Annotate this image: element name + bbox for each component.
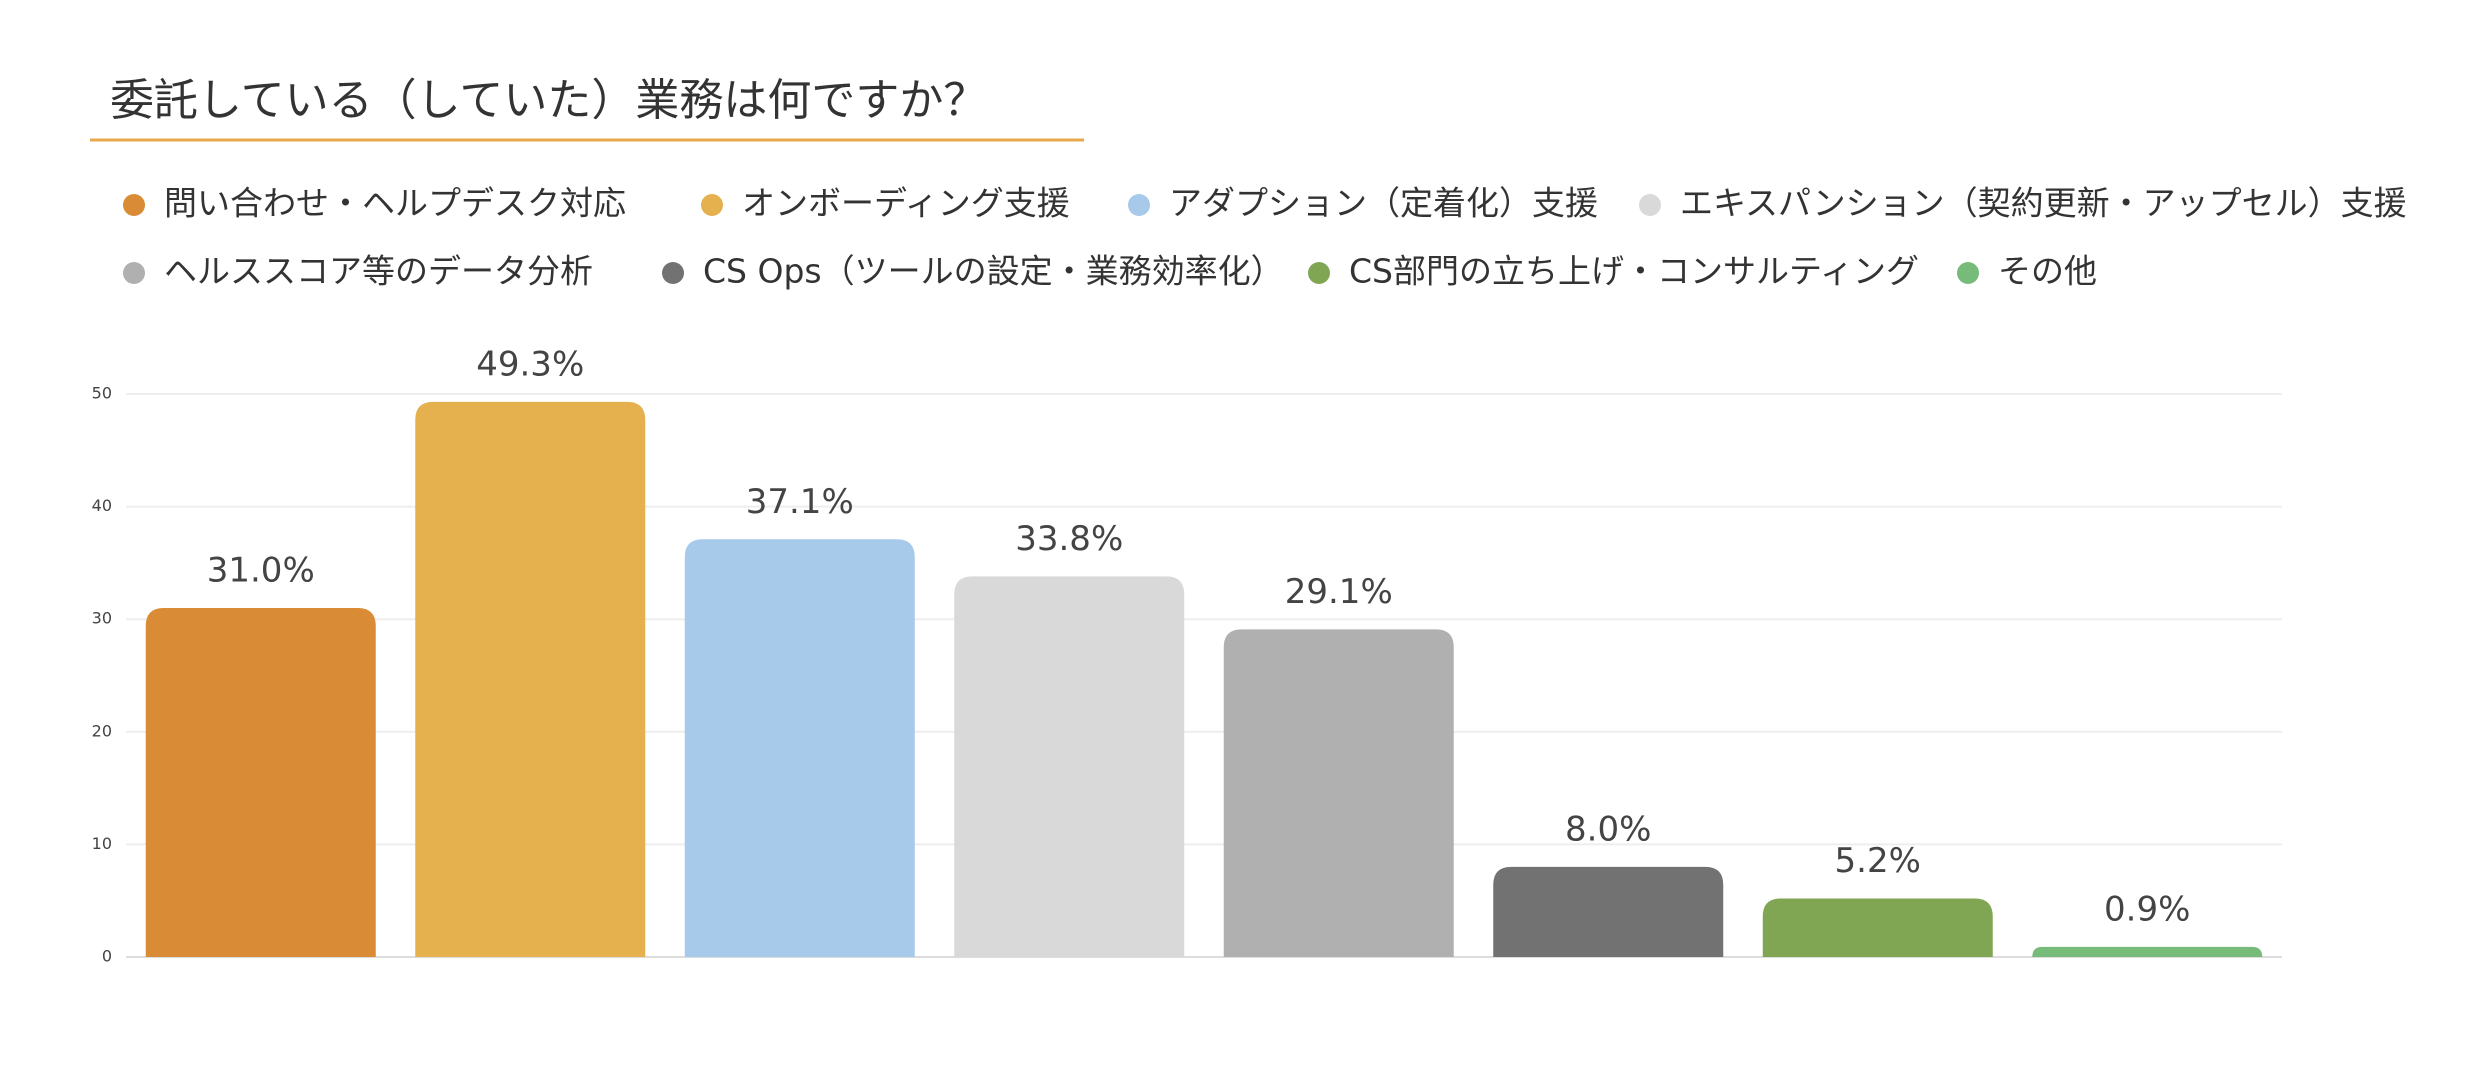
bar — [954, 576, 1185, 957]
bar — [2032, 946, 2263, 957]
legend-label: CS Ops（ツールの設定・業務効率化） — [703, 252, 1284, 291]
y-tick-label: 40 — [92, 496, 112, 515]
legend-marker — [1957, 262, 1979, 284]
value-label: 31.0% — [207, 550, 315, 590]
bar — [415, 401, 646, 958]
legend-marker — [123, 194, 145, 216]
legend-label: CS部門の立ち上げ・コンサルティング — [1349, 252, 1919, 291]
value-label: 29.1% — [1285, 572, 1393, 612]
y-tick-label: 30 — [92, 609, 112, 628]
value-label: 33.8% — [1015, 519, 1123, 559]
value-label: 49.3% — [476, 344, 584, 384]
legend-marker — [1308, 262, 1330, 284]
legend-marker — [662, 262, 684, 284]
legend-label: エキスパンション（契約更新・アップセル）支援 — [1680, 184, 2407, 223]
legend-marker — [701, 194, 723, 216]
value-label: 0.9% — [2104, 889, 2190, 929]
legend-marker — [1639, 194, 1661, 216]
legend-marker — [123, 262, 145, 284]
legend-label: ヘルススコア等のデータ分析 — [164, 252, 593, 291]
legend-label: 問い合わせ・ヘルプデスク対応 — [164, 184, 626, 223]
bar — [684, 539, 915, 957]
bar — [1493, 866, 1724, 957]
bar — [145, 607, 376, 957]
y-tick-label: 20 — [92, 721, 112, 740]
legend-marker — [1128, 194, 1150, 216]
legend-label: オンボーディング支援 — [742, 184, 1070, 223]
value-label: 8.0% — [1565, 809, 1651, 849]
bar — [1223, 629, 1454, 957]
legend-label: その他 — [1998, 252, 2097, 291]
legend-label: アダプション（定着化）支援 — [1169, 184, 1598, 223]
y-tick-label: 10 — [92, 834, 112, 853]
y-tick-label: 0 — [102, 947, 112, 966]
value-label: 5.2% — [1835, 841, 1921, 881]
bar — [1762, 898, 1993, 957]
y-tick-label: 50 — [92, 384, 112, 403]
value-label: 37.1% — [746, 482, 854, 522]
chart-title: 委託している（していた）業務は何ですか？ — [110, 75, 987, 126]
